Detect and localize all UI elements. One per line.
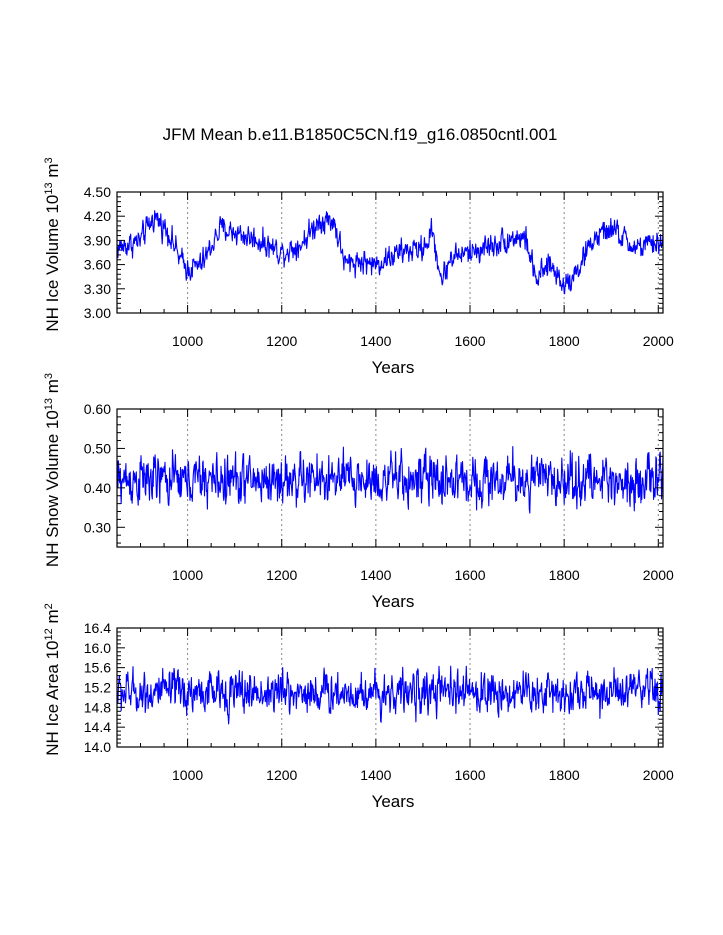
y-axis-label-part: NH Ice Volume 10	[43, 195, 62, 332]
x-tick-label: 2000	[643, 567, 674, 583]
y-tick-label: 14.4	[84, 719, 111, 735]
y-tick-label: 4.50	[84, 184, 111, 200]
y-tick-label: 15.2	[84, 680, 111, 696]
x-tick-label: 1200	[266, 767, 297, 783]
y-tick-label: 16.4	[84, 620, 111, 636]
y-tick-label: 3.30	[84, 281, 111, 297]
y-axis-label-superscript: 2	[43, 603, 55, 609]
x-axis-label: Years	[372, 358, 415, 377]
y-axis-label-superscript: 13	[43, 398, 55, 410]
x-axis-label: Years	[372, 792, 415, 811]
x-tick-label: 2000	[643, 767, 674, 783]
x-tick-label: 1400	[360, 567, 391, 583]
y-axis-label-part: m	[43, 163, 62, 182]
x-tick-label: 1200	[266, 333, 297, 349]
y-axis-label-part: m	[43, 379, 62, 398]
y-tick-label: 0.50	[84, 440, 111, 456]
data-series	[116, 665, 664, 725]
data-series	[116, 445, 664, 514]
y-tick-label: 3.90	[84, 232, 111, 248]
chart-panel-1: 1000 1200 1400 1600 1800 2000 Years 3.00 3.30 3.6…	[43, 157, 674, 377]
x-tick-label: 1800	[549, 767, 580, 783]
x-tick-label: 1000	[172, 767, 203, 783]
x-tick-label: 1800	[549, 333, 580, 349]
data-series	[116, 210, 664, 295]
plot-frame	[116, 191, 664, 314]
x-tick-label: 1600	[454, 767, 485, 783]
y-axis-label: NH Ice Volume 1013 m3	[43, 157, 62, 331]
y-axis-label: NH Ice Area 1012 m2	[43, 603, 62, 756]
y-tick-label: 0.40	[84, 480, 111, 496]
x-tick-label: 2000	[643, 333, 674, 349]
x-tick-label: 1200	[266, 567, 297, 583]
y-axis-label-part: NH Snow Volume 10	[43, 410, 62, 567]
x-axis-label: Years	[372, 592, 415, 611]
y-tick-label: 4.20	[84, 208, 111, 224]
x-tick-label: 1800	[549, 567, 580, 583]
chart-panel-3: 1000 1200 1400 1600 1800 2000 Years 14.0 14.4 14.…	[43, 603, 674, 811]
y-axis-label-superscript: 3	[43, 373, 55, 379]
y-tick-label: 3.60	[84, 257, 111, 273]
y-axis-label-part: NH Ice Area 10	[43, 640, 62, 755]
y-axis-label-superscript: 13	[43, 182, 55, 194]
x-tick-label: 1000	[172, 567, 203, 583]
figure-title: JFM Mean b.e11.B1850C5CN.f19_g16.0850cnt…	[163, 125, 558, 144]
y-axis-label: NH Snow Volume 1013 m3	[43, 373, 62, 567]
y-tick-label: 16.0	[84, 640, 111, 656]
y-axis-label-part: m	[43, 609, 62, 628]
y-tick-label: 3.00	[84, 305, 111, 321]
x-tick-label: 1400	[360, 767, 391, 783]
y-axis-label-superscript: 3	[43, 157, 55, 163]
chart-panel-2: 1000 1200 1400 1600 1800 2000 Years 0.30 0.40 0.5…	[43, 373, 674, 611]
y-tick-label: 0.30	[84, 519, 111, 535]
y-tick-label: 14.0	[84, 739, 111, 755]
x-tick-label: 1600	[454, 567, 485, 583]
y-tick-label: 15.6	[84, 660, 111, 676]
plot-frame	[116, 408, 664, 548]
y-tick-label: 0.60	[84, 401, 111, 417]
y-axis-label-superscript: 12	[43, 628, 55, 640]
x-tick-label: 1600	[454, 333, 485, 349]
y-tick-label: 14.8	[84, 699, 111, 715]
x-tick-label: 1400	[360, 333, 391, 349]
x-tick-label: 1000	[172, 333, 203, 349]
